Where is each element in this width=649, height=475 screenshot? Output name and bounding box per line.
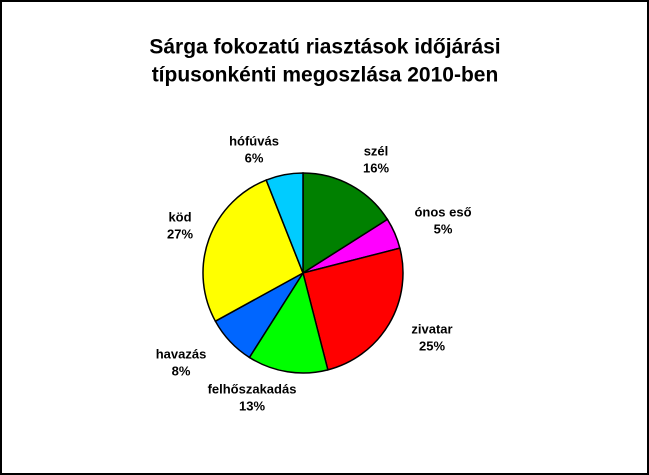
value-label: 6%: [245, 150, 264, 165]
slice-label: felhőszakadás: [208, 381, 297, 396]
pie-slice: [202, 179, 304, 323]
value-label: 16%: [363, 160, 389, 175]
slice-label: zivatar: [411, 321, 452, 336]
value-label: 8%: [172, 363, 191, 378]
pie-slice: [265, 172, 304, 274]
chart-title: Sárga fokozatú riasztások időjárási: [149, 36, 500, 59]
value-label: 27%: [167, 226, 193, 241]
chart-title: típusonkénti megoszlása 2010-ben: [152, 64, 499, 87]
slice-label: havazás: [156, 346, 207, 361]
value-label: 13%: [239, 398, 265, 413]
value-label: 25%: [419, 338, 445, 353]
pie-slice: [302, 247, 404, 371]
slice-label: köd: [168, 209, 191, 224]
slice-label: hófúvás: [229, 133, 279, 148]
pie-slice: [248, 271, 329, 374]
slice-label: ónos eső: [414, 204, 471, 219]
pie-slice: [302, 172, 389, 275]
slice-label: szél: [364, 143, 389, 158]
value-label: 5%: [434, 221, 453, 236]
